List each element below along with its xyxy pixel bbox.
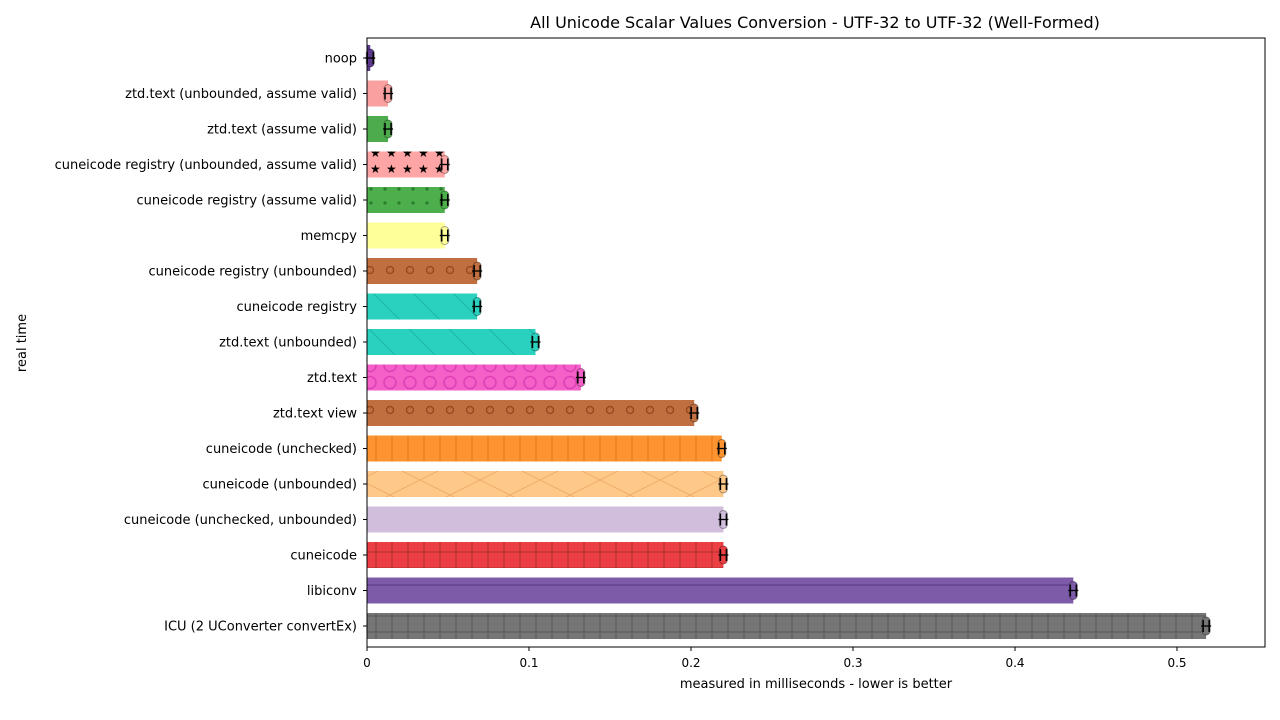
bar-hatch	[367, 364, 581, 391]
y-tick-label: cuneicode (unchecked, unbounded)	[124, 513, 357, 528]
bar-group	[367, 400, 700, 426]
y-tick-label: cuneicode registry (assume valid)	[136, 194, 357, 209]
bars	[365, 45, 1212, 639]
y-axis-label: real time	[15, 314, 30, 372]
bar-group	[367, 435, 727, 462]
y-tick-label: cuneicode registry	[236, 300, 357, 315]
bar-hatch	[367, 577, 1074, 604]
x-axis-label: measured in milliseconds - lower is bett…	[680, 677, 953, 692]
y-tick-label: ICU (2 UConverter convertEx)	[164, 620, 357, 635]
bar-group	[367, 293, 483, 320]
bar-group	[367, 329, 541, 355]
bar-hatch	[367, 542, 724, 568]
bar	[367, 222, 445, 249]
bar-hatch	[367, 187, 445, 213]
x-tick-label: 0.3	[843, 656, 862, 670]
x-axis-ticks: 0 0.1 0.2 0.3 0.4 0.5	[363, 647, 1187, 670]
bar-hatch	[367, 258, 478, 284]
bar-group	[367, 222, 450, 249]
y-tick-label: ztd.text (unbounded)	[219, 336, 357, 351]
y-tick-label: ztd.text view	[273, 407, 357, 422]
bar-group	[367, 577, 1079, 604]
y-tick-label: cuneicode registry (unbounded, assume va…	[55, 158, 357, 173]
bar-group	[367, 258, 483, 284]
y-tick-label: cuneicode (unbounded)	[202, 478, 357, 493]
y-tick-label: ztd.text	[307, 371, 357, 386]
bar-group	[367, 471, 729, 497]
bar-group	[367, 542, 729, 568]
bar	[367, 506, 724, 533]
bar-hatch	[367, 613, 1207, 639]
chart-title: All Unicode Scalar Values Conversion - U…	[530, 13, 1100, 32]
bar-hatch	[367, 400, 695, 426]
x-tick-label: 0.1	[519, 656, 538, 670]
bar-hatch	[367, 151, 445, 178]
y-tick-label: ztd.text (assume valid)	[207, 123, 357, 138]
bar-group	[367, 506, 729, 533]
bar-group	[367, 80, 394, 107]
y-tick-label: cuneicode registry (unbounded)	[149, 265, 358, 280]
bar-hatch	[367, 435, 722, 462]
bar	[367, 116, 389, 142]
y-tick-label: libiconv	[307, 584, 357, 599]
y-tick-label: noop	[325, 52, 357, 67]
bar-hatch	[367, 293, 478, 320]
x-tick-label: 0	[363, 656, 371, 670]
y-tick-label: cuneicode (unchecked)	[206, 442, 357, 457]
bar-hatch	[367, 329, 536, 355]
bar-group	[367, 151, 450, 178]
y-tick-label: ztd.text (unbounded, assume valid)	[125, 87, 357, 102]
bar	[367, 80, 389, 107]
y-tick-label: cuneicode	[290, 549, 357, 564]
bar-group	[367, 187, 450, 213]
x-tick-label: 0.2	[681, 656, 700, 670]
x-tick-label: 0.5	[1167, 656, 1186, 670]
x-tick-label: 0.4	[1005, 656, 1024, 670]
plot-frame	[366, 37, 1266, 648]
bar-hatch	[367, 471, 724, 497]
y-axis-ticks: noop ztd.text (unbounded, assume valid) zt…	[55, 52, 367, 635]
bar-group	[367, 116, 394, 142]
bar-group	[367, 364, 586, 391]
y-tick-label: memcpy	[301, 229, 358, 244]
bar-group	[367, 613, 1212, 639]
